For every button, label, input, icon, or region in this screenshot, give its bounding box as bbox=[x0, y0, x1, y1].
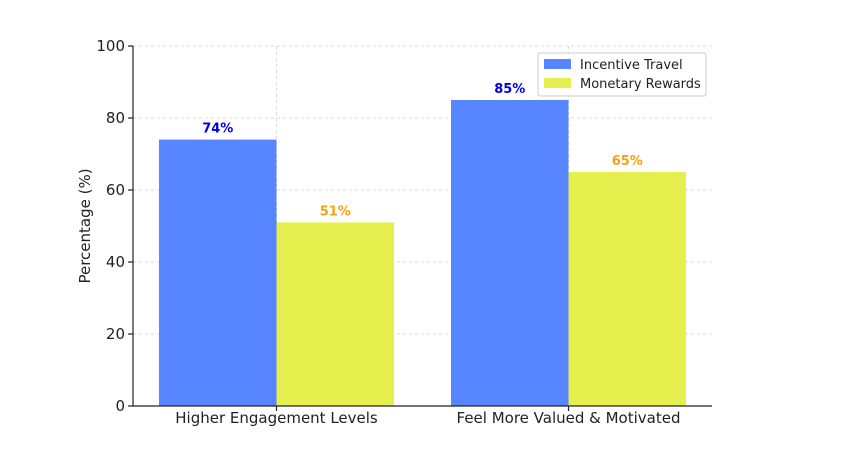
x-ticks: Higher Engagement Levels Feel More Valued… bbox=[175, 406, 680, 427]
legend-label: Incentive Travel bbox=[580, 58, 683, 73]
y-tick-label: 0 bbox=[115, 397, 125, 415]
y-ticks: 0 20 40 60 80 100 bbox=[96, 37, 133, 415]
legend-swatch bbox=[544, 59, 571, 69]
data-label: 74% bbox=[202, 122, 233, 137]
legend: Incentive Travel Monetary Rewards bbox=[537, 52, 707, 97]
bar-monetary-rewards-2 bbox=[568, 172, 686, 406]
legend-swatch bbox=[544, 78, 571, 88]
bar-monetary-rewards-1 bbox=[276, 222, 394, 406]
y-tick-label: 100 bbox=[96, 37, 125, 55]
legend-box bbox=[537, 52, 707, 97]
bars bbox=[159, 100, 686, 406]
y-tick-label: 40 bbox=[106, 253, 125, 271]
bar-incentive-travel-2 bbox=[451, 100, 569, 406]
axes bbox=[132, 46, 712, 407]
data-label: 65% bbox=[612, 154, 643, 169]
y-tick-label: 80 bbox=[106, 109, 125, 127]
y-tick-label: 20 bbox=[106, 325, 125, 343]
legend-label: Monetary Rewards bbox=[580, 77, 701, 92]
x-tick-label: Feel More Valued & Motivated bbox=[457, 409, 681, 427]
x-tick-label: Higher Engagement Levels bbox=[175, 409, 378, 427]
data-label: 85% bbox=[494, 82, 525, 97]
data-labels: 74% 51% 85% 65% bbox=[202, 82, 643, 219]
y-tick-label: 60 bbox=[106, 181, 125, 199]
data-label: 51% bbox=[320, 204, 351, 219]
y-axis-label: Percentage (%) bbox=[76, 168, 94, 283]
bar-incentive-travel-1 bbox=[159, 139, 277, 406]
